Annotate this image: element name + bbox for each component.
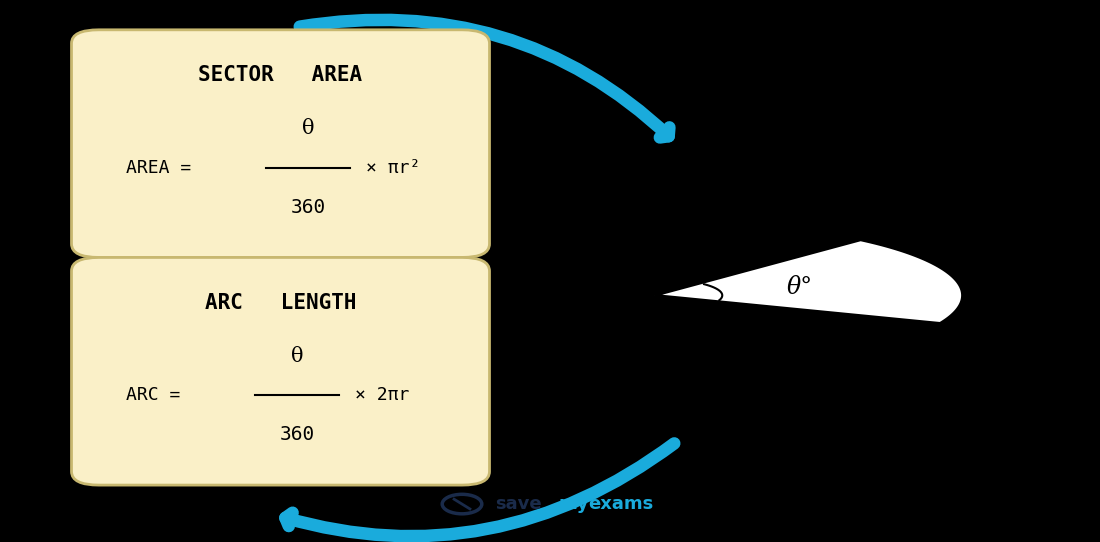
Bar — [299, 246, 334, 268]
FancyBboxPatch shape — [72, 30, 490, 257]
Text: ARC   LENGTH: ARC LENGTH — [205, 293, 356, 313]
Text: exams: exams — [588, 495, 653, 513]
Text: AREA =: AREA = — [126, 159, 202, 177]
Polygon shape — [654, 240, 962, 324]
Text: × πr²: × πr² — [366, 159, 420, 177]
Text: θ°: θ° — [786, 276, 813, 299]
Text: ARC =: ARC = — [126, 386, 191, 404]
Text: 360: 360 — [290, 197, 326, 216]
Text: × 2πr: × 2πr — [355, 386, 409, 404]
Text: 360: 360 — [279, 425, 315, 444]
Text: save: save — [495, 495, 541, 513]
Text: SECTOR   AREA: SECTOR AREA — [198, 65, 363, 85]
FancyBboxPatch shape — [72, 257, 490, 485]
Text: θ: θ — [290, 346, 304, 365]
Text: θ: θ — [301, 119, 315, 138]
Text: my: my — [559, 495, 590, 513]
